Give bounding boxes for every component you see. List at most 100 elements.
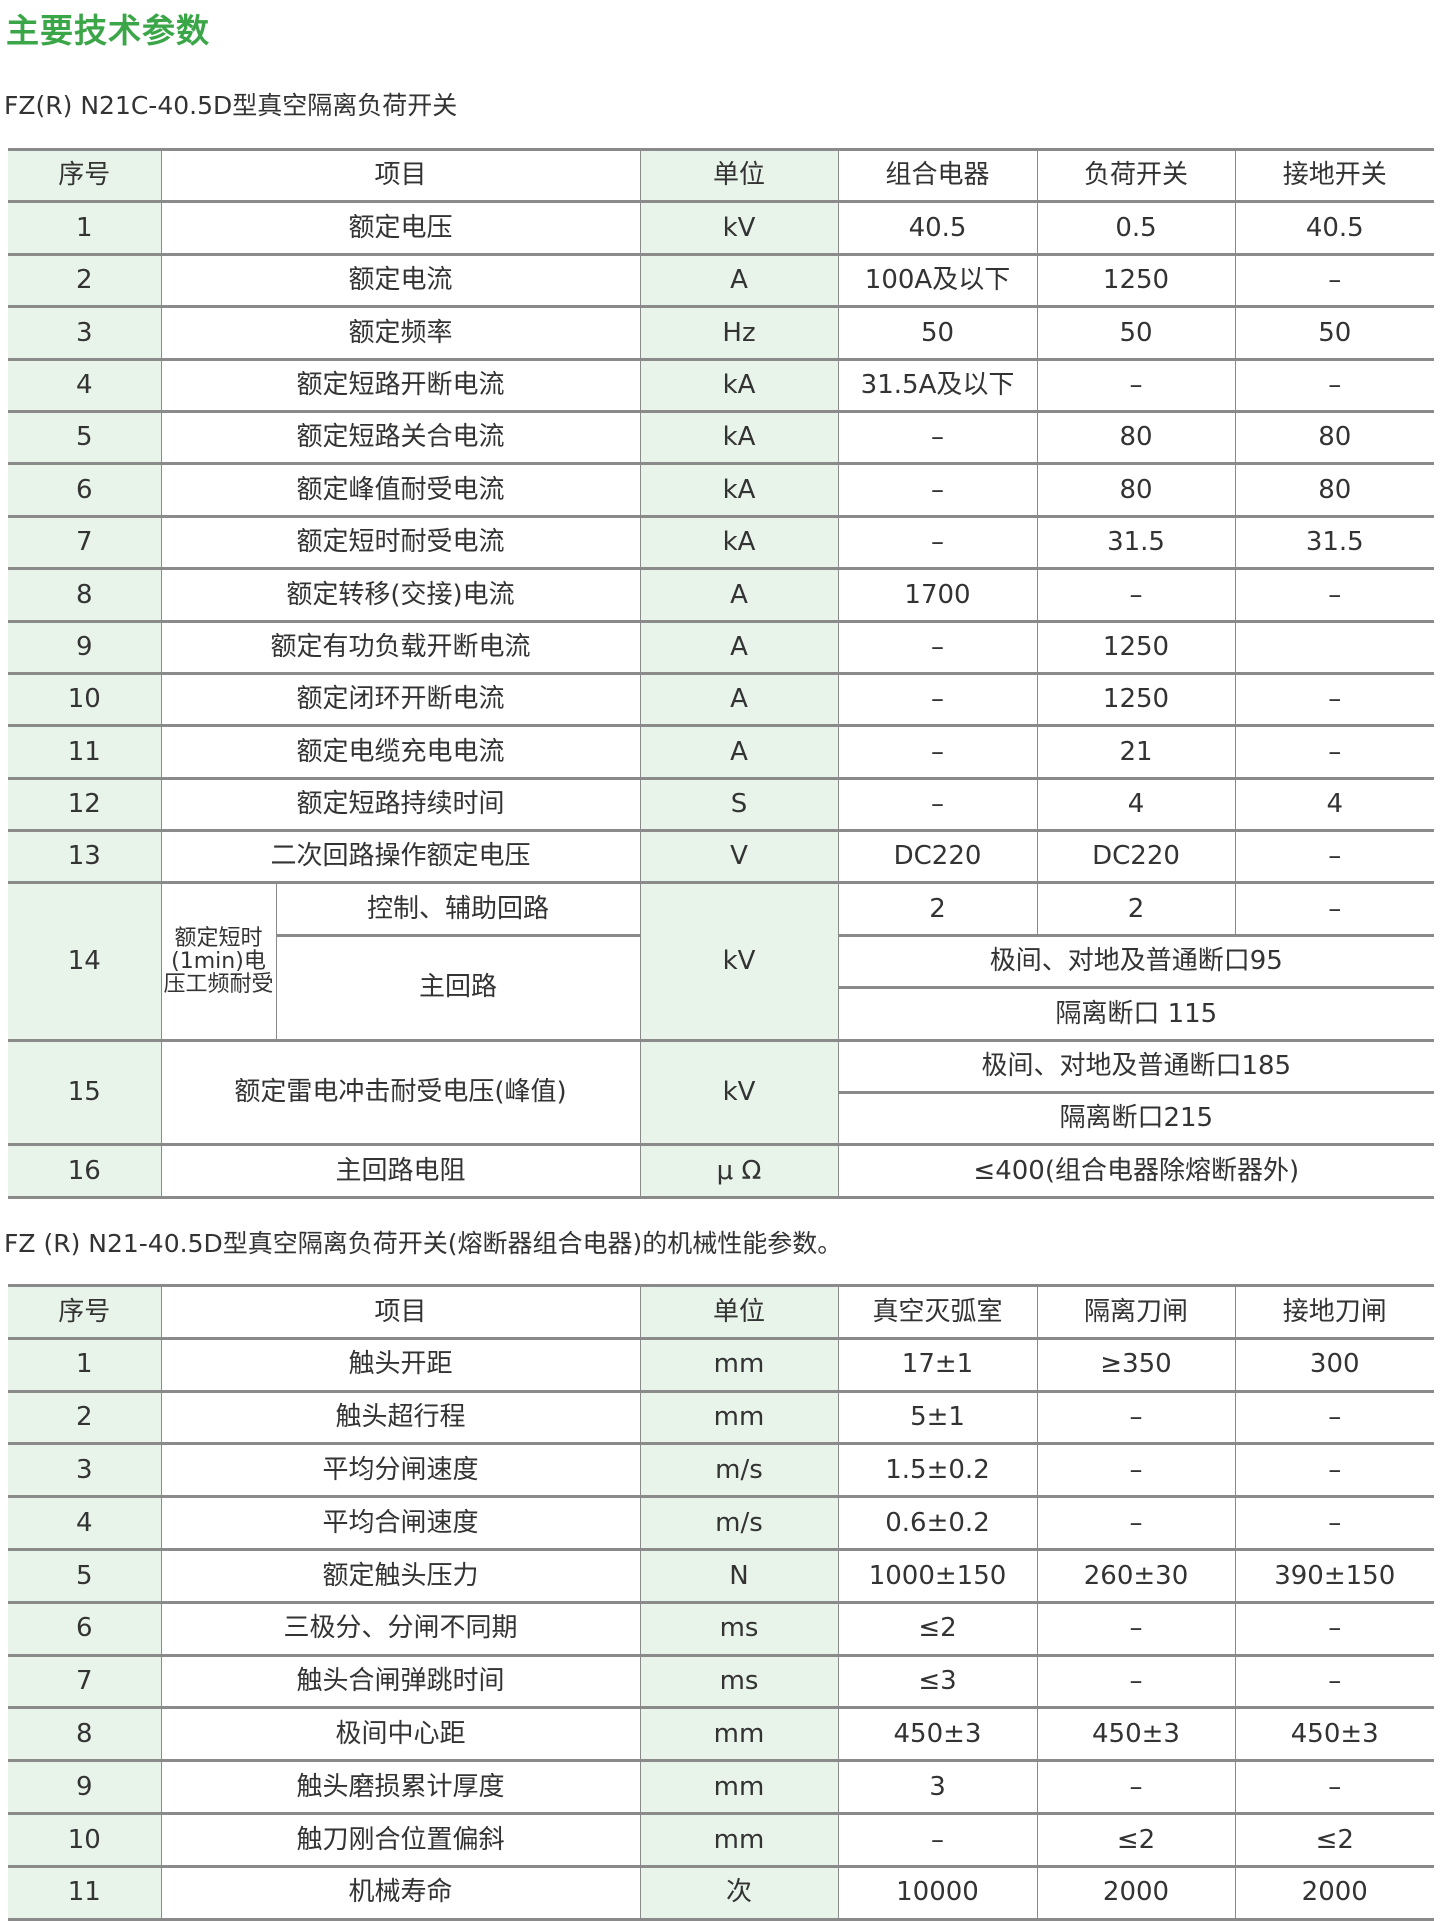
row-value: –: [1036, 1759, 1236, 1815]
row-value: –: [837, 619, 1038, 675]
row-number: 15: [8, 1038, 162, 1147]
row-number: 11: [8, 1864, 162, 1921]
row-value: 31.5: [1234, 514, 1435, 571]
row-item: 额定雷电冲击耐受电压(峰值): [160, 1038, 641, 1147]
row-item: 额定转移(交接)电流: [160, 567, 641, 623]
row-number: 8: [8, 567, 162, 623]
row-value: –: [837, 776, 1038, 833]
row-item: 触头磨损累计厚度: [160, 1759, 641, 1815]
row-number: 9: [8, 1759, 162, 1815]
row-value: 100A及以下: [837, 252, 1038, 309]
row-value: –: [1234, 1759, 1434, 1815]
row-value: 80: [1036, 462, 1236, 518]
table-row: 13 二次回路操作额定电压 V DC220 DC220–: [8, 829, 1435, 885]
row-item: 额定电压: [160, 200, 641, 256]
row-number: 6: [8, 462, 162, 518]
row-number: 4: [8, 1495, 162, 1551]
row-unit: mm: [639, 1706, 839, 1763]
row-number: 14: [8, 881, 162, 1042]
header-item: 项目: [160, 147, 641, 204]
row-item: 平均合闸速度: [160, 1495, 641, 1551]
row-unit: A: [639, 671, 839, 728]
header-col-a: 真空灭弧室: [837, 1284, 1038, 1340]
row-value: –: [837, 514, 1038, 571]
row-value: 3: [837, 1759, 1038, 1815]
table-row: 4 平均合闸速度 m/s 0.6±0.2– –: [8, 1495, 1434, 1551]
table-row: 15 额定雷电冲击耐受电压(峰值) kV 极间、对地及普通断口185: [8, 1038, 1435, 1147]
row-value: 450±3: [837, 1706, 1038, 1763]
row-value: –: [1234, 1495, 1434, 1551]
table-row: 7 触头合闸弹跳时间 ms ≤3– –: [8, 1653, 1434, 1710]
row-item: 触头合闸弹跳时间: [160, 1653, 641, 1710]
row-value: –: [837, 462, 1038, 518]
table-row: 隔离断口 115: [8, 986, 1435, 1042]
row-number: 10: [8, 671, 162, 728]
table-row: 2 触头超行程 mm 5±1– –: [8, 1389, 1434, 1446]
table-row: 8 额定转移(交接)电流 A 1700– –: [8, 567, 1435, 623]
row-item: 触头超行程: [160, 1389, 641, 1446]
row-value: 2: [1036, 881, 1236, 937]
row-subitem: 控制、辅助回路: [275, 881, 641, 937]
row-value: 17±1: [837, 1336, 1038, 1393]
row-value: –: [1234, 671, 1435, 728]
row-value: –: [1234, 1442, 1434, 1499]
table-row: 5 额定触头压力 N 1000±150 260±30 390±150: [8, 1547, 1434, 1604]
table-row: 主回路 极间、对地及普通断口95: [8, 933, 1435, 1042]
row-value: –: [1036, 1495, 1236, 1551]
row-unit: kA: [639, 462, 839, 518]
electrical-parameters-table: 序号 项目 单位 组合电器 负荷开关 接地开关 1 额定电压 kV 40.5 0.5 40.5 2 额定电…: [8, 147, 1435, 1199]
header-unit: 单位: [639, 1284, 839, 1340]
row-number: 13: [8, 829, 162, 885]
table-row: 9 触头磨损累计厚度 mm 3– –: [8, 1759, 1434, 1815]
header-item: 项目: [160, 1284, 641, 1340]
row-item: 额定电流: [160, 252, 641, 309]
row-value: 1.5±0.2: [837, 1442, 1038, 1499]
row-item: 额定有功负载开断电流: [160, 619, 641, 675]
row-value: –: [1234, 567, 1435, 623]
table-row: 9 额定有功负载开断电流 A –1250: [8, 619, 1435, 675]
table-row: 2 额定电流 A 100A及以下 1250–: [8, 252, 1435, 309]
row-value: 50: [837, 305, 1038, 361]
row-value: [1234, 619, 1435, 675]
row-value: –: [1036, 567, 1236, 623]
row-number: 1: [8, 1336, 162, 1393]
row-unit: mm: [639, 1811, 839, 1868]
row-value: 21: [1036, 724, 1236, 780]
row-value: 4: [1234, 776, 1435, 833]
row-value: –: [1036, 1600, 1236, 1657]
row-unit: 次: [639, 1864, 839, 1921]
row-value: 10000: [837, 1864, 1038, 1921]
row-value: 40.5: [837, 200, 1038, 256]
row-value: –: [1234, 252, 1435, 309]
row-value: –: [1234, 881, 1435, 937]
row-value: –: [1234, 724, 1435, 780]
row-number: 2: [8, 1389, 162, 1446]
table-row: 12 额定短路持续时间 S –4 4: [8, 776, 1435, 833]
mechanical-parameters-table: 序号 项目 单位 真空灭弧室 隔离刀闸 接地刀闸 1 触头开距 mm 17±1 ≥350 300 2 触头…: [8, 1284, 1434, 1921]
row-value: DC220: [1036, 829, 1236, 885]
row-unit: A: [639, 567, 839, 623]
row-value: –: [1234, 829, 1435, 885]
row-value: 1250: [1036, 671, 1236, 728]
row-number: 1: [8, 200, 162, 256]
row-value: –: [1036, 1389, 1236, 1446]
row-unit: A: [639, 619, 839, 675]
header-row: 序号 项目 单位 真空灭弧室 隔离刀闸 接地刀闸: [8, 1284, 1434, 1340]
row-value: 300: [1234, 1336, 1434, 1393]
row-item: 额定短路开断电流: [160, 357, 641, 413]
row-unit: ms: [639, 1600, 839, 1657]
row-item: 主回路电阻: [160, 1143, 641, 1199]
row-item: 额定短路持续时间: [160, 776, 641, 833]
row-value: ≤400(组合电器除熔断器外): [837, 1143, 1435, 1199]
row-number: 11: [8, 724, 162, 780]
row-value: 260±30: [1036, 1547, 1236, 1604]
row-number: 5: [8, 1547, 162, 1604]
row-value: ≤2: [1036, 1811, 1236, 1868]
row-unit: m/s: [639, 1442, 839, 1499]
row-value: –: [1234, 1600, 1434, 1657]
row-number: 8: [8, 1706, 162, 1763]
header-unit: 单位: [639, 147, 839, 204]
row-unit: kV: [639, 200, 839, 256]
row-value: 80: [1234, 409, 1435, 466]
header-no: 序号: [8, 147, 162, 204]
